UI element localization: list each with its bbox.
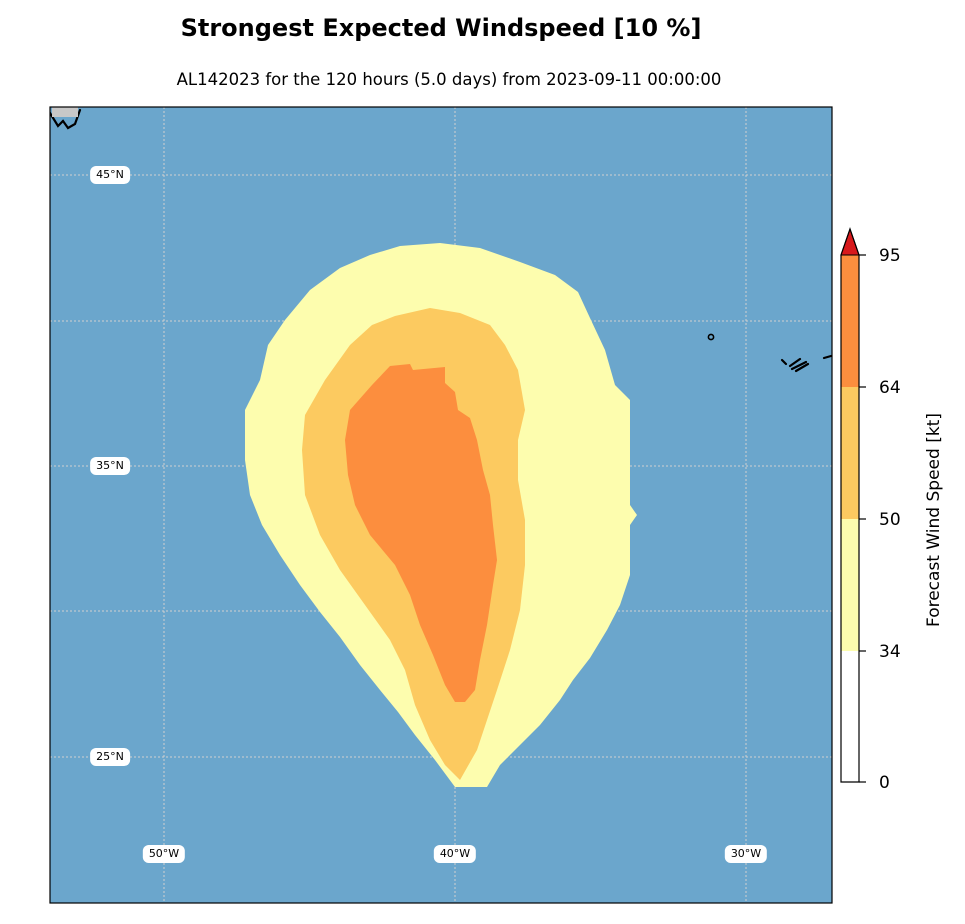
colorbar	[840, 227, 866, 783]
colorbar-extend-arrow	[840, 227, 860, 256]
island-far-east	[780, 358, 788, 366]
lat-label-35n: 35°N	[90, 457, 130, 475]
lon-label-50w: 50°W	[142, 845, 186, 863]
coastline-landfill	[52, 107, 78, 117]
map-frame	[49, 106, 833, 904]
lat-label-25n: 25°N	[90, 748, 130, 766]
colorbar-tick-marks	[859, 254, 866, 783]
colorbar-segment-34-50	[841, 519, 859, 651]
colorbar-tick-64: 64	[879, 378, 901, 398]
lat-label-45n: 45°N	[90, 166, 130, 184]
colorbar-label: Forecast Wind Speed [kt]	[924, 413, 944, 627]
island-east-group	[788, 354, 832, 373]
colorbar-tick-0: 0	[879, 773, 890, 793]
colorbar-segment-0-34	[841, 651, 859, 782]
plot-title: Strongest Expected Windspeed [10 %]	[180, 14, 702, 42]
colorbar-tick-95: 95	[879, 246, 901, 266]
colorbar-tick-34: 34	[879, 642, 901, 662]
plot-subtitle: AL142023 for the 120 hours (5.0 days) fr…	[176, 70, 722, 89]
lon-label-40w: 40°W	[433, 845, 477, 863]
colorbar-tick-50: 50	[879, 510, 901, 530]
island-small	[707, 333, 715, 341]
coastline-northwest	[50, 108, 82, 130]
colorbar-outline	[840, 227, 860, 783]
wind-band-64-95kt	[345, 364, 497, 702]
colorbar-segment-50-64	[841, 387, 859, 519]
coastlines	[50, 108, 832, 373]
lon-label-30w: 30°W	[724, 845, 768, 863]
colorbar-segment-64-95	[841, 255, 859, 387]
